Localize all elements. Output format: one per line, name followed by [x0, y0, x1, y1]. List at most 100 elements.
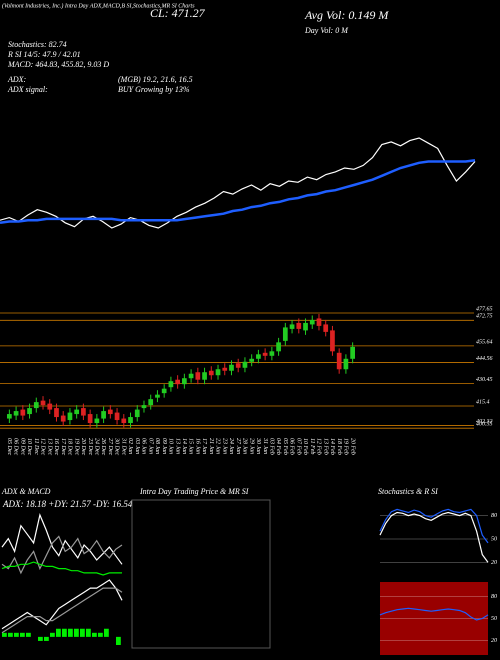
adx-values: (MGB) 19.2, 21.6, 16.5 — [118, 75, 193, 84]
histogram-bar — [74, 628, 79, 637]
candle-body — [141, 405, 147, 409]
x-tick-label: 09 Dec — [19, 438, 25, 455]
candle-body — [121, 418, 127, 424]
x-tick-label: 17 Jan — [201, 438, 207, 454]
x-tick-label: 12 Feb — [316, 438, 322, 455]
candle-body — [74, 409, 80, 415]
y-tick-label: 400.55 — [476, 421, 493, 428]
x-tick-label: 22 Jan — [215, 438, 221, 454]
x-tick-label: 14 Jan — [181, 438, 188, 454]
x-tick-label: 23 Jan — [221, 438, 227, 454]
histogram-bar — [44, 636, 49, 641]
x-tick-label: 20 Feb — [349, 438, 355, 455]
histogram-bar — [80, 628, 85, 637]
candle-body — [336, 352, 342, 370]
close-price: CL: 471.27 — [150, 6, 206, 20]
candle-body — [13, 411, 19, 416]
x-tick-label: 10 Jan — [168, 438, 174, 454]
candle-body — [134, 409, 140, 418]
macd: MACD: 464.83, 455.82, 9.03 D — [7, 60, 109, 69]
line — [0, 137, 476, 229]
x-tick-label: 20 Dec — [80, 438, 86, 455]
x-tick-label: 21 Jan — [208, 438, 214, 454]
x-tick-label: 02 Jan — [127, 438, 133, 454]
y-tick-label: 50 — [491, 616, 497, 622]
x-tick-label: 08 Jan — [154, 438, 160, 454]
candle-body — [316, 318, 322, 326]
histogram-bar — [50, 632, 55, 637]
y-tick-label: 80 — [491, 594, 497, 600]
candle-body — [188, 373, 194, 379]
candle-body — [101, 411, 106, 419]
y-tick-label: 430.45 — [476, 376, 493, 383]
x-tick-label: 13 Jan — [174, 438, 180, 454]
histogram-bar — [62, 628, 67, 637]
histogram-bar — [8, 632, 13, 637]
histogram-bar — [116, 636, 121, 645]
line — [1, 535, 123, 575]
y-tick-label: 444.56 — [476, 355, 493, 362]
histogram-bar — [38, 636, 43, 641]
x-tick-label: 26 Dec — [100, 438, 106, 455]
candle-body — [87, 414, 93, 424]
candle-body — [208, 370, 214, 376]
candle-body — [222, 367, 228, 371]
histogram-bar — [14, 632, 19, 637]
x-tick-label: 10 Feb — [302, 438, 308, 455]
x-tick-label: 07 Jan — [147, 438, 153, 454]
y-tick-label: 472.75 — [476, 313, 493, 320]
histogram-bar — [92, 632, 97, 637]
x-tick-label: 06 Feb — [289, 438, 295, 455]
candle-body — [330, 330, 335, 352]
y-tick-label: 80 — [491, 513, 497, 519]
line — [379, 508, 489, 544]
candle-body — [155, 394, 160, 398]
candle-body — [303, 322, 308, 331]
x-tick-label: 23 Dec — [87, 438, 93, 455]
line — [0, 158, 476, 225]
candle-body — [323, 324, 329, 332]
x-tick-label: 17 Dec — [60, 438, 66, 455]
x-tick-label: 13 Feb — [322, 438, 328, 455]
panel-title: ADX & MACD — [1, 487, 51, 496]
stochastics: Stochastics: 82.74 — [8, 40, 67, 49]
candle-body — [242, 361, 248, 368]
candle-body — [343, 358, 349, 370]
x-tick-label: 29 Jan — [248, 438, 254, 454]
histogram-bar — [98, 632, 103, 637]
candle-body — [182, 378, 187, 385]
x-tick-label: 24 Dec — [93, 438, 100, 455]
line — [1, 579, 123, 630]
candle-body — [54, 408, 59, 418]
line — [1, 561, 122, 576]
candle-body — [107, 409, 113, 415]
x-tick-label: 10 Dec — [26, 438, 32, 455]
x-tick-label: 06 Dec — [13, 438, 19, 455]
histogram-bar — [86, 628, 91, 637]
candle-body — [350, 346, 355, 359]
y-tick-label: 20 — [491, 560, 497, 566]
line — [1, 513, 123, 565]
panel-title: Intra Day Trading Price & MR SI — [139, 487, 249, 496]
x-tick-label: 30 Jan — [255, 437, 261, 454]
adx-summary: ADX: 18.18 +DY: 21.57 -DY: 16.54 — [2, 499, 133, 509]
x-tick-label: 31 Jan — [262, 437, 268, 454]
candle-body — [60, 415, 66, 422]
candle-body — [249, 358, 255, 362]
candle-body — [289, 324, 295, 329]
chart-title: (Valmont Industries, Inc.) Intra Day ADX… — [2, 2, 195, 9]
x-tick-label: 07 Feb — [295, 438, 301, 455]
x-tick-label: 30 Dec — [114, 437, 120, 455]
candle-body — [296, 322, 302, 329]
adx-signal: ADX signal: — [7, 85, 48, 94]
x-tick-label: 12 Dec — [40, 438, 46, 455]
candle-body — [282, 327, 288, 341]
x-tick-label: 31 Dec — [120, 437, 126, 455]
x-tick-label: 13 Dec — [46, 438, 52, 455]
x-tick-label: 16 Jan — [194, 438, 200, 454]
adx-signal-value: BUY Growing by 13% — [118, 85, 190, 94]
histogram-bar — [26, 632, 31, 637]
candle-body — [128, 417, 133, 424]
candle-body — [7, 414, 12, 419]
y-tick-label: 477.65 — [476, 305, 493, 312]
